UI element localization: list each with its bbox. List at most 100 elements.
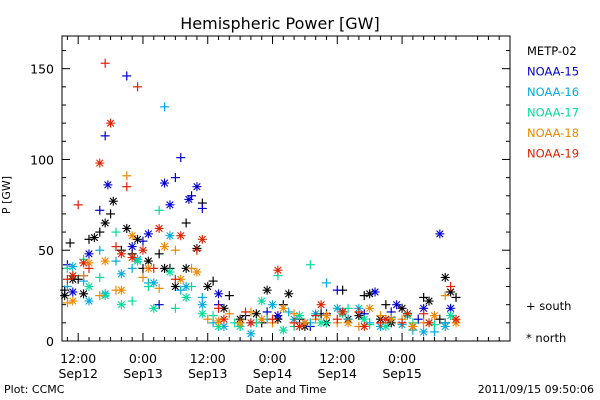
data-point-south	[268, 314, 278, 324]
data-point-south	[181, 218, 191, 228]
data-point-south	[343, 303, 353, 313]
data-point-north	[116, 269, 126, 279]
y-axis-label: P [GW]	[0, 176, 13, 214]
data-point-south	[133, 82, 143, 92]
data-point-south	[419, 309, 429, 319]
data-point-north	[79, 258, 89, 268]
data-point-south	[241, 307, 251, 317]
data-point-south	[95, 291, 105, 301]
data-point-south	[187, 263, 197, 273]
data-point-north	[214, 321, 224, 331]
x-tick-label-date: Sep13	[188, 366, 227, 381]
data-point-north	[402, 309, 412, 319]
data-point-north	[197, 309, 207, 319]
data-point-north	[106, 118, 116, 128]
data-point-north	[257, 296, 267, 306]
data-point-south	[122, 71, 132, 81]
x-tick-label-date: Sep14	[253, 366, 293, 381]
x-axis-label: Date and Time	[246, 383, 327, 396]
data-point-south	[160, 102, 170, 112]
data-point-north	[149, 278, 159, 288]
chart-title: Hemispheric Power [GW]	[180, 14, 379, 33]
y-tick-label: 150	[30, 62, 54, 77]
marker-legend-south: + south	[526, 299, 571, 313]
data-point-north	[181, 282, 191, 292]
data-point-north	[419, 327, 429, 337]
data-point-south	[354, 307, 364, 317]
legend-entry: NOAA-17	[527, 106, 579, 120]
data-point-south	[84, 263, 94, 273]
data-point-south	[381, 300, 391, 310]
data-point-north	[79, 289, 89, 299]
data-point-north	[262, 285, 272, 295]
data-point-north	[321, 311, 331, 321]
data-point-south	[435, 314, 445, 324]
data-point-south	[111, 256, 121, 266]
data-point-north	[365, 303, 375, 313]
data-point-south	[138, 236, 148, 246]
y-tick-label: 50	[38, 243, 54, 258]
y-tick-label: 100	[30, 152, 54, 167]
data-point-south	[122, 182, 132, 192]
data-point-north	[381, 314, 391, 324]
data-point-north	[138, 245, 148, 255]
data-point-north	[446, 303, 456, 313]
data-point-south	[451, 292, 461, 302]
data-point-north	[143, 256, 153, 266]
data-point-south	[375, 318, 385, 328]
footer-plot-credit: Plot: CCMC	[4, 383, 65, 396]
data-point-north	[424, 296, 434, 306]
data-point-north	[268, 300, 278, 310]
data-point-north	[133, 234, 143, 244]
data-point-north	[116, 285, 126, 295]
legend-entry: NOAA-15	[527, 65, 579, 79]
data-point-south	[127, 296, 137, 306]
data-point-north	[68, 296, 78, 306]
data-point-south	[208, 311, 218, 321]
data-point-north	[446, 311, 456, 321]
data-point-north	[68, 287, 78, 297]
data-point-north	[284, 289, 294, 299]
data-point-south	[154, 205, 164, 215]
data-point-north	[192, 267, 202, 277]
data-point-north	[122, 223, 132, 233]
data-point-south	[224, 291, 234, 301]
data-point-south	[332, 285, 342, 295]
data-point-north	[273, 311, 283, 321]
data-point-north	[103, 180, 113, 190]
data-point-south	[100, 131, 110, 141]
data-point-north	[184, 194, 194, 204]
data-point-south	[397, 318, 407, 328]
data-point-south	[446, 282, 456, 292]
data-point-north	[392, 300, 402, 310]
data-point-south	[170, 274, 180, 284]
data-point-north	[143, 263, 153, 273]
data-point-south	[187, 282, 197, 292]
data-point-south	[170, 245, 180, 255]
data-point-north	[192, 182, 202, 192]
x-tick-label-date: Sep14	[318, 366, 358, 381]
data-point-south	[284, 307, 294, 317]
data-point-north	[246, 329, 256, 339]
data-point-north	[68, 262, 78, 272]
data-point-north	[84, 249, 94, 259]
legend-entry: METP-02	[527, 44, 577, 58]
data-point-south	[127, 263, 137, 273]
x-tick-label-time: 0:00	[258, 351, 286, 366]
data-point-south	[413, 314, 423, 324]
data-point-north	[338, 307, 348, 317]
data-point-south	[311, 311, 321, 321]
data-point-north	[435, 229, 445, 239]
data-point-north	[84, 296, 94, 306]
x-tick-label-date: Sep12	[58, 366, 97, 381]
legend: METP-02 NOAA-15 NOAA-16 NOAA-17 NOAA-18 NOAA-…	[527, 44, 579, 161]
data-point-south	[143, 282, 153, 292]
data-point-south	[170, 173, 180, 183]
data-point-south	[419, 292, 429, 302]
data-point-north	[116, 300, 126, 310]
data-point-south	[176, 285, 186, 295]
y-axis: 0 50 100 150	[30, 50, 510, 349]
data-point-north	[343, 318, 353, 328]
data-point-south	[95, 272, 105, 282]
data-point-north	[294, 321, 304, 331]
